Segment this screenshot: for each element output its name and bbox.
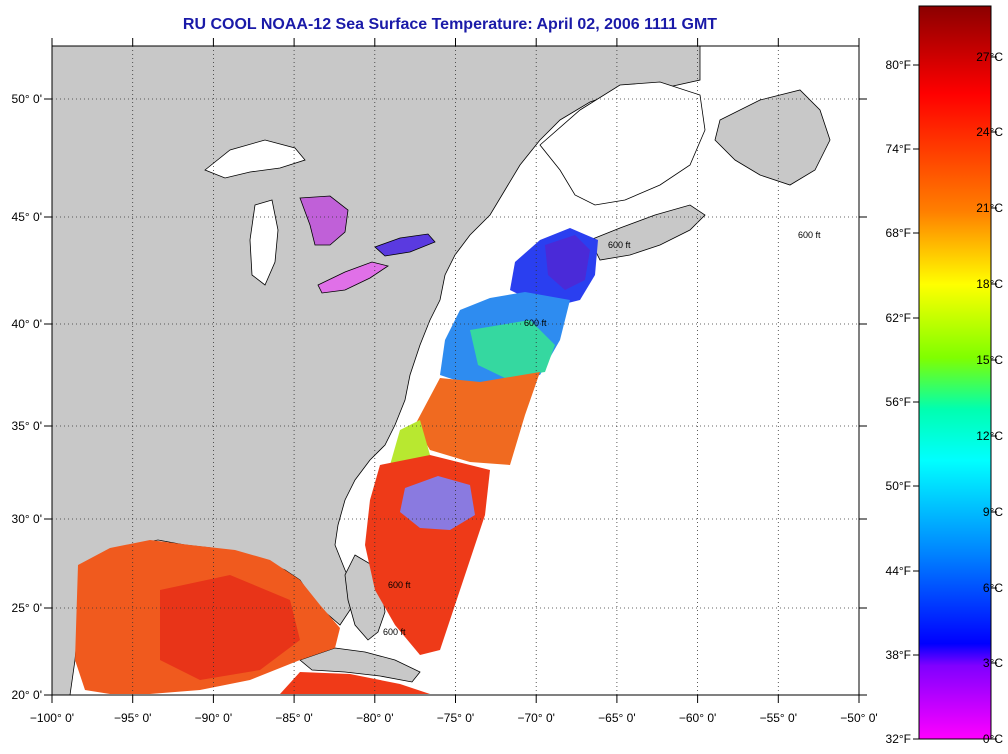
grid-lines — [52, 46, 859, 695]
lon-tick-label: −55° 0' — [760, 711, 797, 725]
colorbar-f-label: 62°F — [886, 311, 911, 325]
contour-label-1: 600 ft — [524, 318, 547, 328]
colorbar-f-label: 50°F — [886, 479, 911, 493]
sst-gulf-of-mexico-warm — [160, 575, 300, 680]
contour-label-5: 600 ft — [383, 627, 406, 637]
sst-swath-eddy — [400, 476, 475, 530]
contour-labels: 600 ft 600 ft 600 ft 600 ft 600 ft — [383, 230, 821, 637]
colorbar-c-label: 9°C — [983, 505, 1003, 519]
colorbar-c-label: 18°C — [976, 277, 1003, 291]
colorbar-c-label: 0°C — [983, 732, 1003, 746]
lon-tick-label: −95° 0' — [114, 711, 151, 725]
colorbar-c-label: 21°C — [976, 201, 1003, 215]
colorbar-c-label: 27°C — [976, 50, 1003, 64]
lat-tick-label: 40° 0' — [12, 317, 42, 331]
lon-tick-label: −85° 0' — [275, 711, 312, 725]
st-lawrence-estuary — [539, 81, 706, 206]
map-title: RU COOL NOAA-12 Sea Surface Temperature:… — [183, 16, 717, 33]
cuba — [299, 647, 421, 683]
sst-caribbean — [280, 672, 430, 694]
lake-michigan — [249, 199, 279, 286]
colorbar-celsius-ticks: 27°C 24°C 21°C 18°C 15°C 12°C 9°C 6°C 3°C 0°C — [976, 50, 1003, 746]
colorbar-f-label: 44°F — [886, 564, 911, 578]
colorbar-c-label: 15°C — [976, 353, 1003, 367]
contour-label-4: 600 ft — [798, 230, 821, 240]
colorbar-f-label: 56°F — [886, 395, 911, 409]
contour-label-3: 600 ft — [388, 580, 411, 590]
sst-swath-shelf — [470, 320, 555, 378]
colorbar-c-label: 24°C — [976, 125, 1003, 139]
sst-swath-mid — [415, 372, 540, 465]
colorbar-c-label: 6°C — [983, 581, 1003, 595]
lon-tick-label: −60° 0' — [679, 711, 716, 725]
contour-label-2: 600 ft — [608, 240, 631, 250]
colorbar-f-label: 38°F — [886, 648, 911, 662]
lake-superior — [204, 139, 306, 179]
lon-tick-label: −50° 0' — [840, 711, 877, 725]
latitude-axis: 20° 0' 25° 0' 30° 0' 35° 0' 40° 0' 45° 0' 50° … — [12, 92, 867, 702]
lake-erie — [317, 261, 389, 294]
colorbar-fahrenheit-ticks: 80°F 74°F 68°F 62°F 56°F 50°F 44°F 38°F 32°F — [886, 58, 919, 746]
lat-tick-label: 45° 0' — [12, 210, 42, 224]
lat-tick-label: 50° 0' — [12, 92, 42, 106]
colorbar-c-label: 12°C — [976, 429, 1003, 443]
colorbar-f-label: 68°F — [886, 226, 911, 240]
lon-tick-label: −100° 0' — [30, 711, 74, 725]
lon-tick-label: −65° 0' — [598, 711, 635, 725]
colorbar-f-label: 32°F — [886, 732, 911, 746]
lake-huron — [299, 195, 349, 246]
lat-tick-label: 35° 0' — [12, 419, 42, 433]
lon-tick-label: −75° 0' — [437, 711, 474, 725]
lake-ontario — [374, 233, 436, 257]
sst-gulf-of-maine-cool — [545, 235, 590, 290]
longitude-axis: −100° 0' −95° 0' −90° 0' −85° 0' −80° 0' −75°… — [30, 38, 878, 725]
lon-tick-label: −70° 0' — [517, 711, 554, 725]
lat-tick-label: 20° 0' — [12, 688, 42, 702]
lon-tick-label: −80° 0' — [356, 711, 393, 725]
colorbar-f-label: 80°F — [886, 58, 911, 72]
lat-tick-label: 25° 0' — [12, 601, 42, 615]
colorbar — [918, 5, 992, 740]
colorbar-f-label: 74°F — [886, 142, 911, 156]
colorbar-c-label: 3°C — [983, 656, 1003, 670]
newfoundland — [714, 89, 831, 186]
lon-tick-label: −90° 0' — [195, 711, 232, 725]
lat-tick-label: 30° 0' — [12, 512, 42, 526]
